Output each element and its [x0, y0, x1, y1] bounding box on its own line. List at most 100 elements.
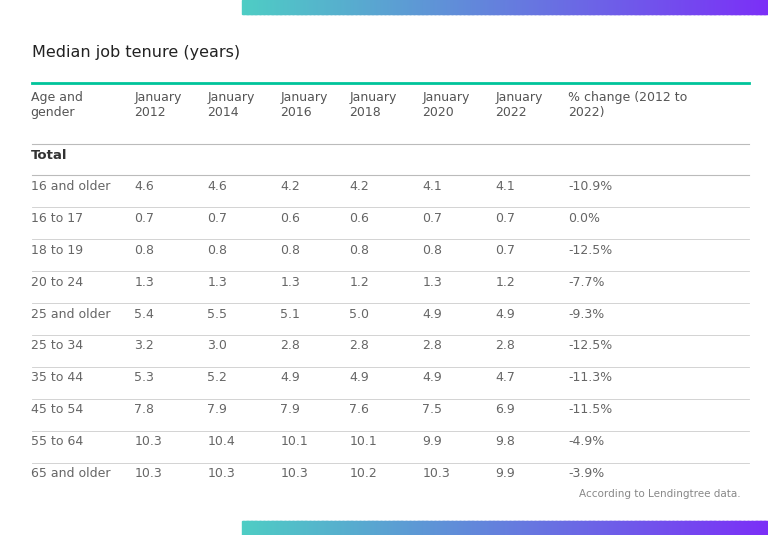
Text: 35 to 44: 35 to 44 — [31, 371, 83, 384]
Bar — [279, 521, 281, 535]
Bar — [283, 521, 285, 535]
Bar — [334, 0, 336, 14]
Bar — [680, 521, 682, 535]
Bar — [683, 521, 684, 535]
Bar — [414, 521, 416, 535]
Bar — [445, 521, 446, 535]
Bar — [551, 521, 553, 535]
Bar — [711, 0, 713, 14]
Text: 1.2: 1.2 — [349, 276, 369, 288]
Bar — [314, 0, 316, 14]
Bar — [480, 0, 482, 14]
Bar — [588, 521, 590, 535]
Bar — [672, 0, 674, 14]
Bar — [624, 521, 627, 535]
Bar — [464, 521, 466, 535]
Bar — [452, 0, 455, 14]
Bar — [379, 521, 381, 535]
Bar — [423, 521, 425, 535]
Bar — [522, 521, 524, 535]
Bar — [455, 521, 457, 535]
Bar — [657, 0, 660, 14]
Bar — [624, 521, 625, 535]
Bar — [592, 0, 594, 14]
Bar — [491, 0, 492, 14]
Bar — [561, 521, 564, 535]
Bar — [288, 0, 290, 14]
Text: January
2016: January 2016 — [280, 91, 328, 119]
Bar — [685, 521, 687, 535]
Bar — [504, 0, 505, 14]
Bar — [258, 0, 260, 14]
Bar — [722, 521, 724, 535]
Text: 7.8: 7.8 — [134, 403, 154, 416]
Bar — [558, 0, 560, 14]
Bar — [258, 521, 260, 535]
Bar — [707, 521, 708, 535]
Bar — [485, 0, 488, 14]
Bar — [628, 0, 631, 14]
Bar — [535, 0, 538, 14]
Bar — [526, 0, 528, 14]
Bar — [644, 0, 647, 14]
Bar — [702, 521, 704, 535]
Bar — [634, 521, 636, 535]
Bar — [340, 0, 343, 14]
Bar — [272, 521, 274, 535]
Bar — [271, 0, 273, 14]
Bar — [415, 521, 418, 535]
Text: 3.2: 3.2 — [134, 339, 154, 353]
Bar — [697, 0, 699, 14]
Bar — [569, 521, 571, 535]
Bar — [329, 0, 331, 14]
Bar — [445, 0, 448, 14]
Bar — [438, 0, 440, 14]
Bar — [689, 521, 691, 535]
Bar — [750, 521, 752, 535]
Bar — [382, 521, 383, 535]
Bar — [641, 521, 643, 535]
Bar — [389, 0, 392, 14]
Bar — [705, 521, 707, 535]
Text: 0.8: 0.8 — [349, 243, 369, 257]
Bar — [336, 0, 339, 14]
Bar — [746, 0, 748, 14]
Bar — [429, 0, 431, 14]
Bar — [342, 521, 344, 535]
Bar — [714, 0, 717, 14]
Bar — [397, 521, 399, 535]
Bar — [729, 521, 730, 535]
Text: January
2012: January 2012 — [134, 91, 182, 119]
Text: 4.9: 4.9 — [422, 308, 442, 320]
Bar — [386, 521, 387, 535]
Bar — [405, 0, 407, 14]
Bar — [334, 521, 336, 535]
Text: 4.1: 4.1 — [495, 180, 515, 193]
Bar — [386, 521, 389, 535]
Bar — [639, 521, 641, 535]
Bar — [435, 0, 437, 14]
Bar — [548, 521, 551, 535]
Bar — [347, 521, 349, 535]
Bar — [526, 521, 528, 535]
Bar — [382, 0, 385, 14]
Bar — [356, 0, 359, 14]
Bar — [451, 521, 453, 535]
Bar — [574, 521, 575, 535]
Bar — [509, 0, 511, 14]
Bar — [268, 0, 270, 14]
Bar — [543, 0, 545, 14]
Bar — [496, 521, 498, 535]
Bar — [670, 521, 671, 535]
Bar — [314, 521, 316, 535]
Bar — [692, 521, 694, 535]
Bar — [249, 521, 250, 535]
Bar — [528, 0, 529, 14]
Bar — [323, 0, 326, 14]
Bar — [707, 0, 710, 14]
Bar — [605, 0, 607, 14]
Bar — [555, 521, 557, 535]
Bar — [547, 521, 549, 535]
Bar — [648, 0, 650, 14]
Text: January
2022: January 2022 — [495, 91, 543, 119]
